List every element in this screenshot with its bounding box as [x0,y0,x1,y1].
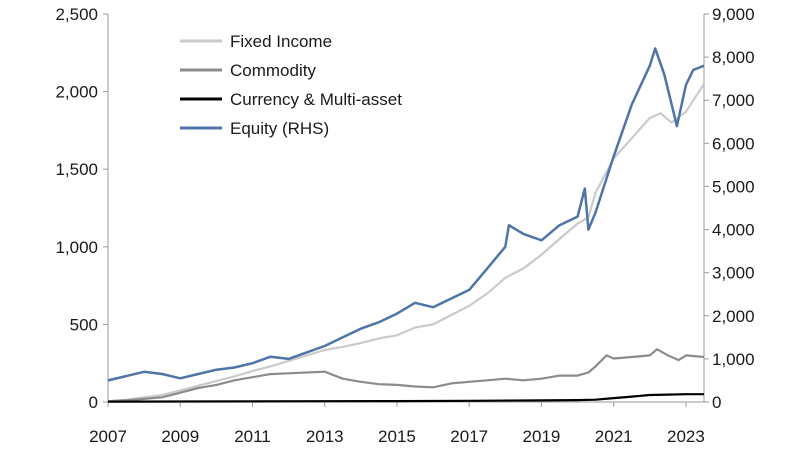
legend-label-commodity: Commodity [230,61,316,80]
x-tick-label: 2015 [378,427,416,446]
legend: Fixed Income Commodity Currency & Multi-as… [180,32,402,138]
series-line-equity-rhs [107,47,705,382]
right-tick-label: 2,000 [712,307,755,326]
series-line-fixed-income [107,83,705,403]
axes: 0 500 1,000 1,500 2,000 2,500 0 1,000 2,000 3,000… [55,5,754,446]
right-tick-label: 7,000 [712,91,755,110]
legend-label-equity-rhs: Equity (RHS) [230,119,329,138]
legend-label-fixed-income: Fixed Income [230,32,332,51]
right-tick-label: 8,000 [712,48,755,67]
x-tick-label: 2017 [450,427,488,446]
x-tick-label: 2011 [234,427,271,446]
right-tick-label: 0 [712,393,721,412]
right-tick-label: 3,000 [712,264,755,283]
left-tick-label: 1,500 [55,160,98,179]
series-line-currency-multi-asset [107,393,704,403]
right-tick-label: 5,000 [712,177,755,196]
x-tick-label: 2021 [595,427,633,446]
right-tick-label: 9,000 [712,5,755,24]
right-tick-label: 4,000 [712,221,755,240]
series-line-commodity [107,348,705,403]
x-tick-label: 2009 [161,427,199,446]
left-tick-label: 500 [70,315,98,334]
right-tick-label: 1,000 [712,350,755,369]
x-tick-label: 2013 [306,427,344,446]
left-tick-label: 2,500 [55,5,98,24]
left-tick-label: 2,000 [55,83,98,102]
left-tick-label: 1,000 [55,238,98,257]
x-tick-label: 2019 [523,427,561,446]
legend-label-currency-multi-asset: Currency & Multi-asset [230,90,402,109]
x-tick-label: 2023 [667,427,705,446]
series-layer [107,47,705,403]
left-tick-label: 0 [89,393,98,412]
x-tick-label: 2007 [89,427,127,446]
right-tick-label: 6,000 [712,134,755,153]
